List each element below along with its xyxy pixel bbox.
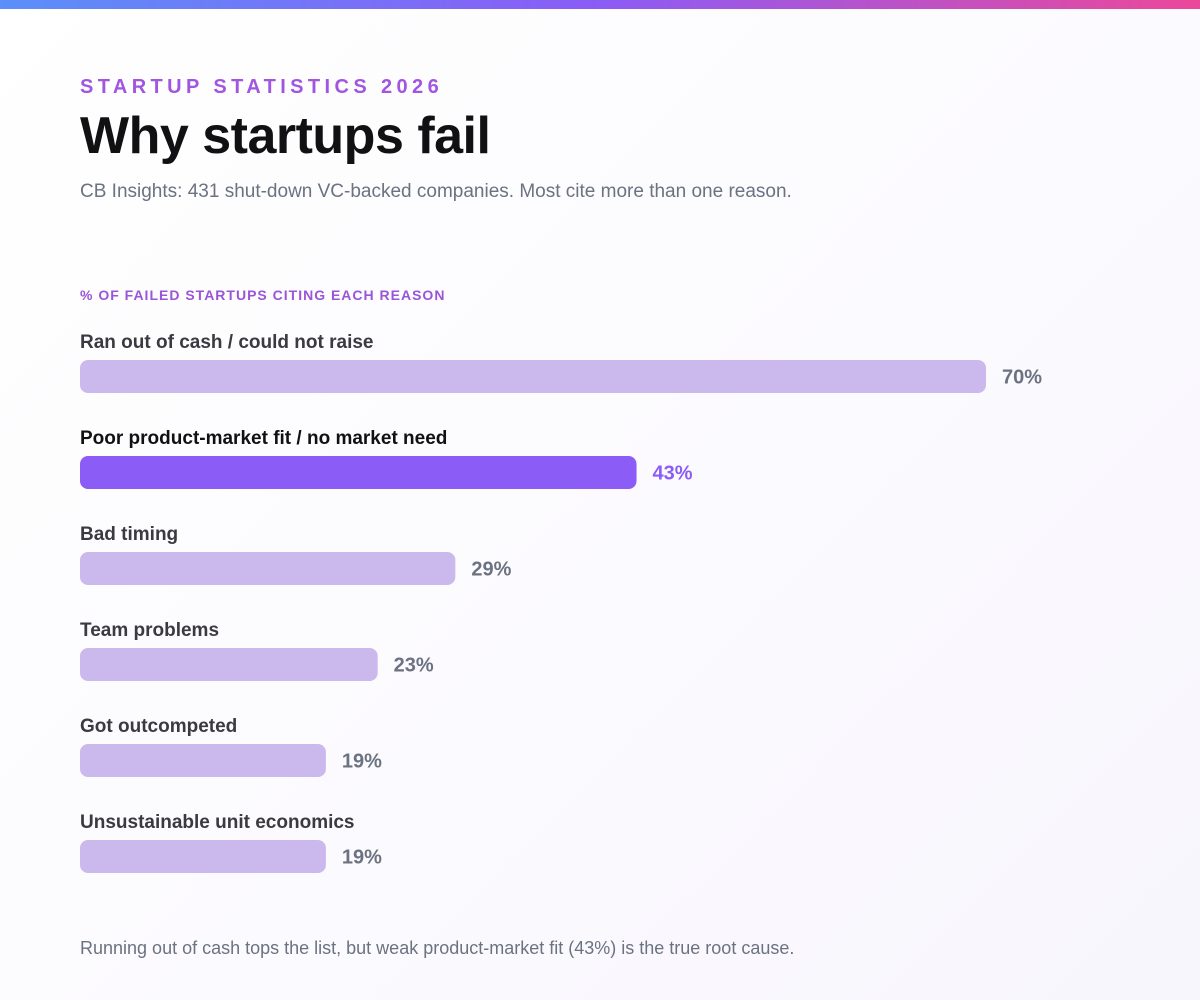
bar-poor-product-market-fit-no-market-need [80, 456, 637, 489]
category-label-team-problems: Team problems [80, 620, 219, 641]
bar-bad-timing [80, 552, 456, 585]
bar-got-outcompeted [80, 744, 326, 777]
bar-unsustainable-unit-economics [80, 840, 326, 873]
category-label-ran-out-of-cash-could-not-raise: Ran out of cash / could not raise [80, 332, 373, 353]
value-label-bad-timing: 29% [471, 559, 511, 581]
page-title: Why startups fail [80, 107, 491, 165]
category-label-got-outcompeted: Got outcompeted [80, 716, 237, 737]
chart-footnote: Running out of cash tops the list, but w… [80, 938, 795, 958]
category-label-bad-timing: Bad timing [80, 524, 178, 545]
category-label-unsustainable-unit-economics: Unsustainable unit economics [80, 812, 355, 833]
value-label-poor-product-market-fit-no-market-need: 43% [653, 463, 693, 485]
value-label-ran-out-of-cash-could-not-raise: 70% [1002, 367, 1042, 389]
top-accent-bar [0, 0, 1200, 9]
page-subtitle: CB Insights: 431 shut-down VC-backed com… [80, 181, 792, 202]
value-label-team-problems: 23% [394, 655, 434, 677]
chart-title: % OF FAILED STARTUPS CITING EACH REASON [80, 287, 446, 303]
category-label-poor-product-market-fit-no-market-need: Poor product-market fit / no market need [80, 428, 447, 449]
bar-ran-out-of-cash-could-not-raise [80, 360, 986, 393]
value-label-unsustainable-unit-economics: 19% [342, 847, 382, 869]
eyebrow-label: STARTUP STATISTICS 2026 [80, 76, 444, 98]
bar-team-problems [80, 648, 378, 681]
value-label-got-outcompeted: 19% [342, 751, 382, 773]
